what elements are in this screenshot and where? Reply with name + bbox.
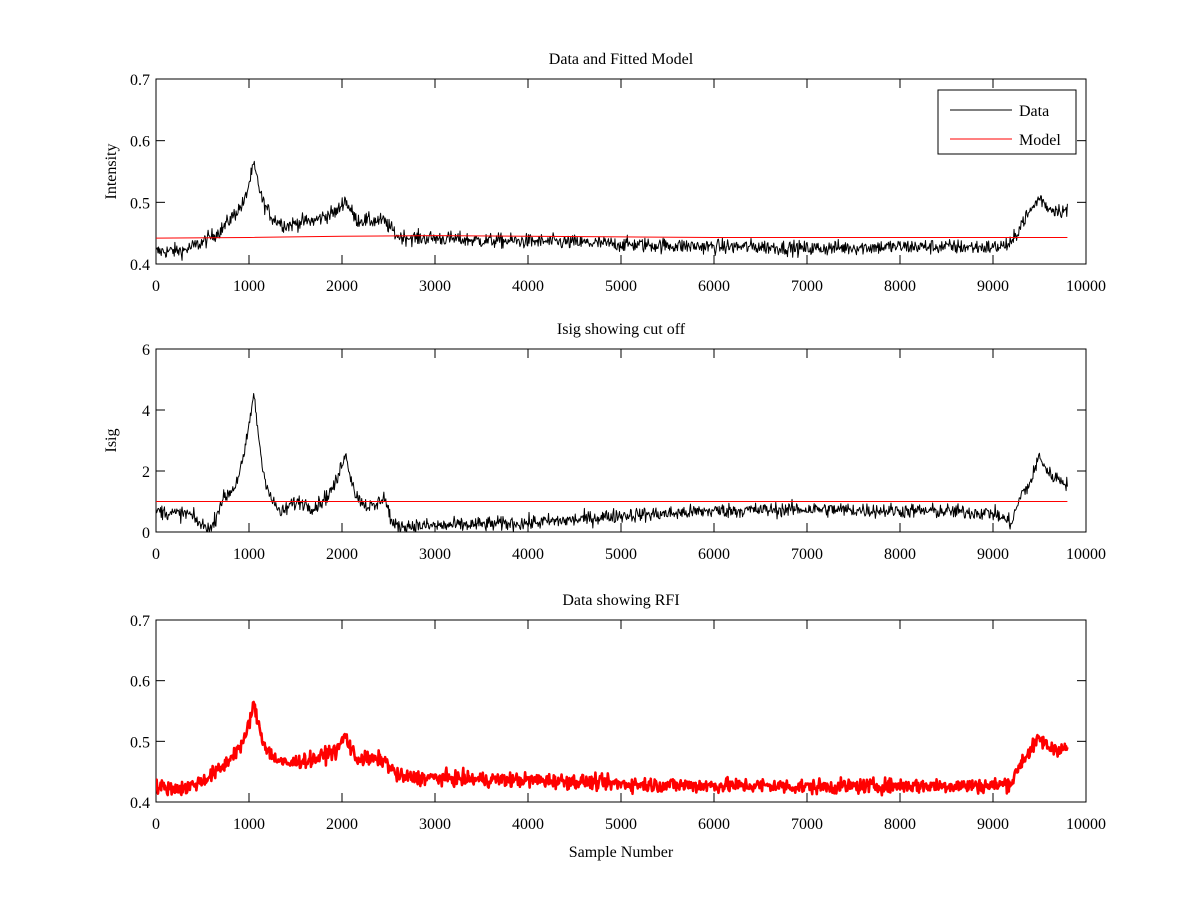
plot-area — [155, 78, 1087, 265]
x-tick-label: 2000 — [326, 816, 358, 833]
x-tick-label: 1000 — [233, 546, 265, 563]
x-tick-label: 0 — [152, 816, 160, 833]
y-axis-label: Isig — [103, 429, 120, 453]
x-axis-label: Sample Number — [569, 844, 674, 861]
y-tick-label: 0.6 — [130, 674, 150, 691]
x-tick-label: 10000 — [1066, 546, 1106, 563]
y-tick-label: 0 — [142, 525, 150, 542]
y-tick-label: 0.4 — [130, 257, 150, 274]
subplot-3: 0 1000 2000 3000 4000 5000 6000 7000 8000 9000 100… — [130, 592, 1106, 861]
legend-label-data: Data — [1019, 103, 1049, 120]
x-tick-label: 3000 — [419, 278, 451, 295]
x-tick-label: 8000 — [884, 278, 916, 295]
y-tick-label: 0.4 — [130, 795, 150, 812]
series-line-1 — [156, 700, 1069, 797]
x-tick-label: 5000 — [605, 546, 637, 563]
x-tick-label: 6000 — [698, 546, 730, 563]
y-tick-label: 0.5 — [130, 734, 150, 751]
x-tick-label: 5000 — [605, 816, 637, 833]
subplot-2: 0 1000 2000 3000 4000 5000 6000 7000 8000 9000 100… — [103, 321, 1106, 563]
x-tick-label: 4000 — [512, 816, 544, 833]
y-tick-label: 0.7 — [130, 613, 150, 630]
subplot-title: Isig showing cut off — [557, 321, 686, 338]
x-tick-label: 7000 — [791, 546, 823, 563]
x-tick-label: 0 — [152, 278, 160, 295]
y-tick-label: 4 — [142, 403, 150, 420]
x-tick-label: 8000 — [884, 816, 916, 833]
x-tick-label: 9000 — [977, 546, 1009, 563]
legend-box — [937, 89, 1077, 155]
x-tick-label: 2000 — [326, 278, 358, 295]
x-tick-label: 10000 — [1066, 816, 1106, 833]
y-tick-label: 2 — [142, 464, 150, 481]
x-tick-label: 6000 — [698, 278, 730, 295]
y-tick-label: 0.5 — [130, 195, 150, 212]
x-tick-label: 10000 — [1066, 278, 1106, 295]
y-tick-label: 6 — [142, 342, 150, 359]
y-axis-label: Intensity — [103, 144, 120, 200]
x-tick-label: 3000 — [419, 546, 451, 563]
legend: Data Model — [937, 89, 1077, 155]
x-tick-label: 1000 — [233, 816, 265, 833]
x-tick-label: 9000 — [977, 816, 1009, 833]
x-tick-label: 5000 — [605, 278, 637, 295]
x-tick-label: 8000 — [884, 546, 916, 563]
subplot-1: 0 1000 2000 3000 4000 5000 6000 7000 8000 9000 100… — [103, 51, 1106, 295]
x-tick-label: 4000 — [512, 278, 544, 295]
y-tick-label: 0.7 — [130, 72, 150, 89]
x-tick-label: 4000 — [512, 546, 544, 563]
x-tick-label: 7000 — [791, 816, 823, 833]
y-tick-label: 0.6 — [130, 134, 150, 151]
series-line-model — [156, 235, 1068, 239]
series-line-data — [156, 160, 1068, 261]
subplot-title: Data showing RFI — [562, 592, 679, 609]
x-tick-label: 6000 — [698, 816, 730, 833]
subplot-title: Data and Fitted Model — [549, 51, 694, 68]
x-tick-label: 9000 — [977, 278, 1009, 295]
x-tick-label: 2000 — [326, 546, 358, 563]
plot-area — [155, 619, 1087, 803]
legend-label-model: Model — [1019, 132, 1061, 149]
series-line-1 — [156, 393, 1068, 532]
x-tick-label: 7000 — [791, 278, 823, 295]
x-tick-label: 1000 — [233, 278, 265, 295]
x-tick-label: 3000 — [419, 816, 451, 833]
x-tick-label: 0 — [152, 546, 160, 563]
